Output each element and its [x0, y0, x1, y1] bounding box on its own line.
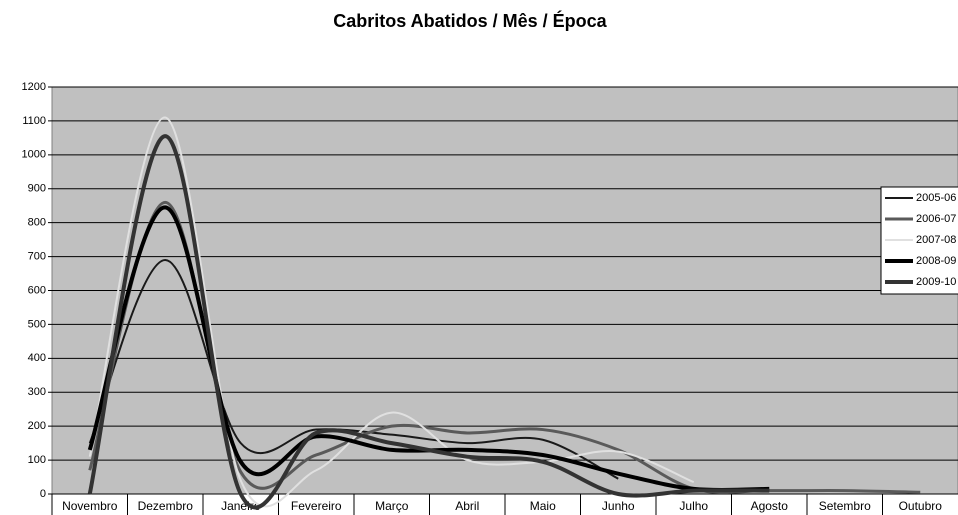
y-tick-label: 400: [28, 352, 46, 364]
legend-label: 2008-09: [916, 255, 956, 267]
y-tick-label: 100: [28, 454, 46, 466]
x-tick-label: Outubro: [899, 499, 943, 513]
x-tick-label: Dezembro: [138, 499, 194, 513]
y-tick-label: 800: [28, 217, 46, 229]
chart-title: Cabritos Abatidos / Mês / Época: [333, 10, 607, 31]
x-tick-label: Janeiro: [221, 499, 261, 513]
y-tick-label: 0: [40, 488, 46, 500]
x-tick-label: Fevereiro: [291, 499, 342, 513]
y-tick-label: 700: [28, 250, 46, 262]
y-tick-label: 500: [28, 318, 46, 330]
x-tick-label: Abril: [455, 499, 479, 513]
legend-label: 2006-07: [916, 213, 956, 225]
x-tick-label: Maio: [530, 499, 556, 513]
series-line: [88, 258, 619, 480]
legend-label: 2007-08: [916, 234, 956, 246]
x-tick-label: Março: [375, 499, 409, 513]
legend-label: 2005-06: [916, 192, 956, 204]
series-line: [87, 134, 770, 510]
x-tick-label: Junho: [602, 499, 635, 513]
x-tick-label: Agosto: [751, 499, 789, 513]
y-tick-label: 600: [28, 284, 46, 296]
legend-label: 2009-10: [916, 276, 956, 288]
x-tick-label: Julho: [679, 499, 708, 513]
x-tick-label: Novembro: [62, 499, 118, 513]
y-tick-label: 1100: [22, 115, 46, 127]
x-tick-label: Setembro: [819, 499, 871, 513]
series-line: [87, 205, 770, 493]
y-tick-label: 200: [28, 420, 46, 432]
y-tick-label: 900: [28, 183, 46, 195]
y-tick-label: 300: [28, 386, 46, 398]
y-tick-label: 1000: [22, 149, 46, 161]
y-tick-label: 1200: [22, 81, 46, 93]
